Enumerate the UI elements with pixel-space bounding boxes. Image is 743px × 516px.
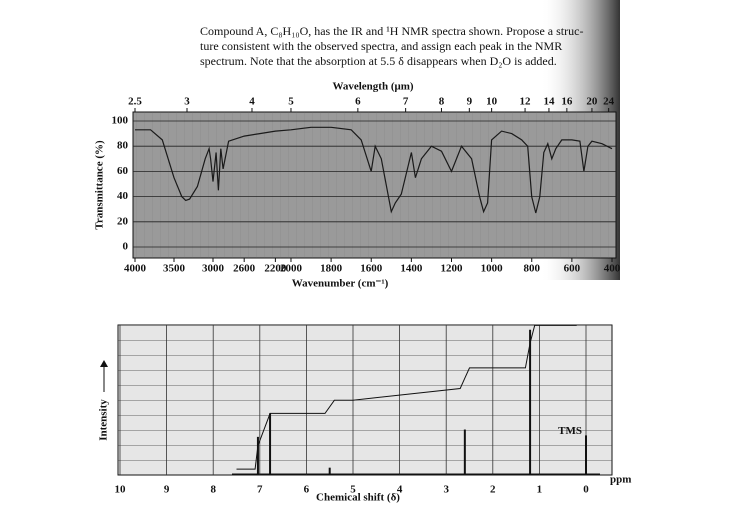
ir-trace — [135, 126, 613, 214]
integral-curve — [236, 324, 577, 470]
x-tick-label: 0 — [583, 484, 589, 496]
nmr-x-unit: ppm — [610, 474, 631, 486]
nmr-minor-grid — [118, 325, 612, 475]
x-tick-label: 7 — [257, 484, 263, 496]
x-tick-label: 1400 — [400, 263, 423, 275]
x-tick-label: 600 — [564, 263, 581, 275]
top-tick-label: 8 — [439, 96, 445, 108]
top-tick-label: 4 — [249, 96, 255, 108]
ir-x-axis-label: Wavenumber (cm⁻¹) — [292, 278, 389, 290]
top-tick-label: 2.5 — [128, 96, 142, 108]
x-tick-label: 2600 — [233, 263, 256, 275]
top-tick-label: 9 — [467, 96, 473, 108]
y-tick-label: 20 — [117, 215, 129, 227]
x-tick-label: 10 — [115, 484, 127, 496]
nmr-y-axis-label: Intensity — [98, 399, 110, 441]
x-tick-label: 2 — [490, 484, 496, 496]
x-tick-label: 9 — [164, 484, 170, 496]
x-tick-label: 1 — [537, 484, 543, 496]
top-tick-label: 10 — [486, 96, 498, 108]
top-tick-label: 3 — [184, 96, 190, 108]
top-tick-label: 20 — [586, 96, 598, 108]
x-tick-label: 8 — [210, 484, 216, 496]
x-tick-label: 4000 — [124, 263, 147, 275]
x-tick-label: 400 — [604, 263, 621, 275]
top-tick-label: 24 — [603, 96, 615, 108]
intensity-arrowhead — [100, 360, 108, 367]
ir-minor-grid — [133, 112, 616, 258]
top-tick-label: 6 — [355, 96, 361, 108]
problem-line: spectrum. Note that the absorption at 5.… — [200, 54, 557, 68]
x-tick-label: 3000 — [202, 263, 225, 275]
top-tick-label: 16 — [561, 96, 573, 108]
x-tick-label: 4 — [397, 484, 403, 496]
y-tick-label: 80 — [117, 140, 129, 152]
problem-line: ture consistent with the observed spectr… — [200, 39, 562, 53]
x-tick-label: 3500 — [163, 263, 186, 275]
problem-line: Compound A, C₈H₁₀O, has the IR and ¹H NM… — [200, 24, 583, 38]
x-tick-label: 3 — [443, 484, 449, 496]
x-tick-label: 2200 — [264, 263, 287, 275]
top-tick-label: 12 — [520, 96, 532, 108]
x-tick-label: 2000 — [280, 263, 303, 275]
y-tick-label: 40 — [117, 190, 129, 202]
ir-top-axis-label: Wavelength (μm) — [332, 81, 413, 93]
top-tick-label: 14 — [543, 96, 555, 108]
x-tick-label: 6 — [304, 484, 310, 496]
tms-label: TMS — [558, 425, 582, 437]
x-tick-label: 5 — [350, 484, 356, 496]
x-tick-label: 800 — [523, 263, 540, 275]
y-tick-label: 0 — [123, 241, 129, 253]
ir-y-axis-label: Transmittance (%) — [94, 140, 106, 230]
x-tick-label: 1600 — [360, 263, 383, 275]
nmr-x-axis-label: Chemical shift (δ) — [316, 492, 400, 504]
x-tick-label: 1200 — [440, 263, 463, 275]
x-tick-label: 1000 — [481, 263, 504, 275]
y-tick-label: 60 — [117, 165, 129, 177]
top-tick-label: 7 — [403, 96, 409, 108]
top-tick-label: 5 — [288, 96, 294, 108]
x-tick-label: 1800 — [320, 263, 343, 275]
y-tick-label: 100 — [112, 115, 129, 127]
